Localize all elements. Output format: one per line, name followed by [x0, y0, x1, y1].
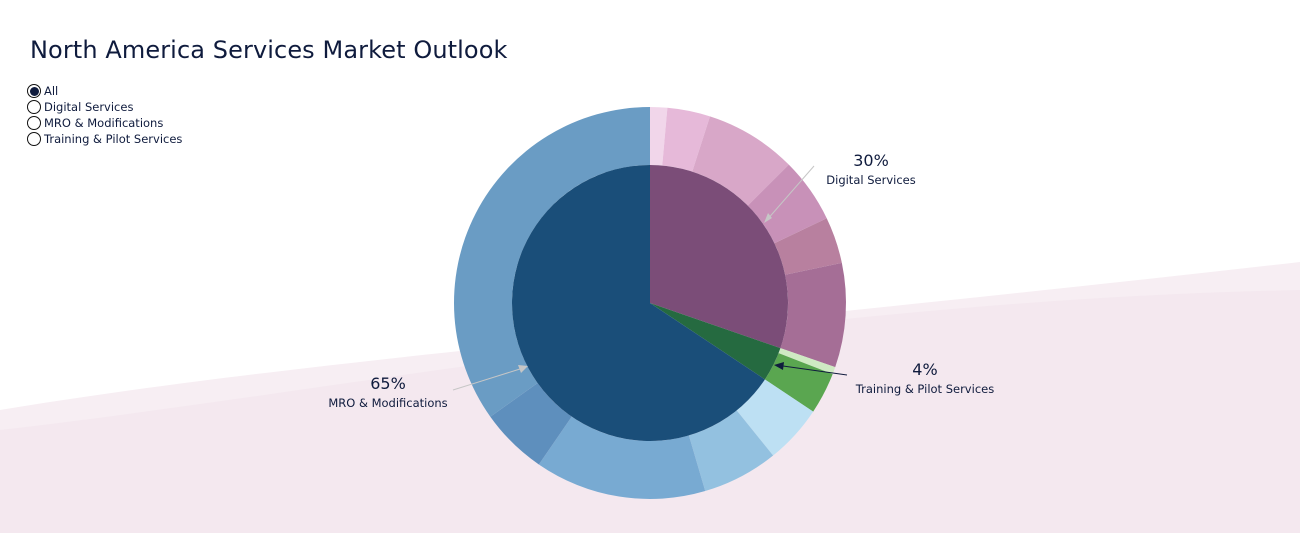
- radio-button[interactable]: [27, 132, 41, 146]
- radio-button[interactable]: [27, 84, 41, 98]
- segment-filter-radio-group: All Digital Services MRO & Modifications Tr…: [27, 83, 182, 147]
- filter-option-digital-services[interactable]: Digital Services: [27, 99, 182, 115]
- filter-option-mro-and-modifications[interactable]: MRO & Modifications: [27, 115, 182, 131]
- outer-ring: [454, 106, 846, 499]
- training-pilot-pointer-line: [782, 365, 848, 376]
- outer-slice-1[interactable]: [662, 107, 710, 172]
- filter-option-training-and-pilot-services[interactable]: Training & Pilot Services: [27, 131, 182, 147]
- radio-button[interactable]: [27, 100, 41, 114]
- radio-button[interactable]: [27, 116, 41, 130]
- inner-slice-training-and-pilot-services[interactable]: [650, 303, 781, 380]
- outer-slice-5[interactable]: [780, 262, 846, 368]
- mro-pointer-line: [452, 368, 521, 391]
- outer-slice-3[interactable]: [747, 164, 827, 244]
- digital-services-name-label: Digital Services: [826, 173, 915, 187]
- digital-services-percent-label: 30%: [853, 151, 889, 170]
- filter-option-all[interactable]: All: [27, 83, 182, 99]
- training-pilot-arrowhead: [774, 362, 784, 370]
- page-title: North America Services Market Outlook: [30, 36, 508, 64]
- filter-option-label: Training & Pilot Services: [44, 132, 183, 146]
- outer-slice-2[interactable]: [692, 116, 789, 206]
- training-pilot-percent-label: 4%: [912, 360, 937, 379]
- outer-slice-9[interactable]: [688, 410, 774, 492]
- outer-slice-4[interactable]: [774, 218, 842, 275]
- filter-option-label: Digital Services: [44, 100, 134, 114]
- filter-option-label: MRO & Modifications: [44, 116, 164, 130]
- mro-percent-label: 65%: [370, 374, 406, 393]
- outer-slice-6[interactable]: [778, 348, 836, 375]
- training-pilot-name-label: Training & Pilot Services: [855, 382, 994, 396]
- outer-slice-8[interactable]: [736, 379, 814, 456]
- mro-arrowhead: [518, 365, 528, 373]
- digital-services-arrowhead: [764, 213, 772, 223]
- outer-slice-0[interactable]: [650, 107, 668, 166]
- outer-slice-12[interactable]: [454, 106, 650, 417]
- mro-name-label: MRO & Modifications: [328, 396, 447, 410]
- inner-ring: [512, 165, 788, 442]
- annotations: 30% Digital Services 4% Training & Pilot…: [328, 151, 994, 410]
- outer-slice-10[interactable]: [538, 416, 706, 499]
- inner-slice-mro-and-modifications[interactable]: [512, 165, 765, 442]
- digital-services-pointer-line: [765, 165, 815, 222]
- inner-slice-digital-services[interactable]: [650, 165, 788, 349]
- filter-option-label: All: [44, 84, 59, 98]
- outer-slice-11[interactable]: [490, 383, 572, 465]
